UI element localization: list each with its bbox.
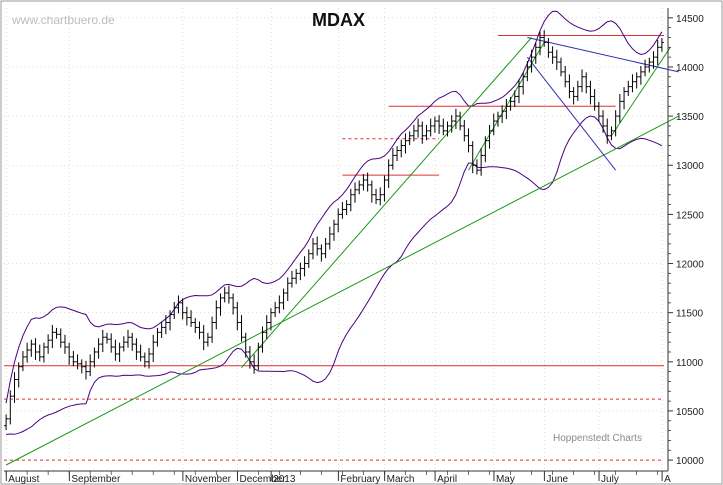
x-tick-label: A: [664, 474, 671, 485]
x-tick-label: November: [185, 474, 232, 485]
y-tick-label: 13000: [676, 161, 704, 172]
x-tick-label: June: [546, 474, 568, 485]
chart-title: MDAX: [312, 10, 365, 30]
watermark: www.chartbuero.de: [11, 13, 115, 27]
bollinger-layer: [5, 10, 663, 435]
x-tick-label: May: [496, 474, 515, 485]
y-tick-label: 14000: [676, 63, 704, 74]
y-tick-label: 13500: [676, 112, 704, 123]
y-tick-label: 14500: [676, 14, 704, 25]
y-tick-label: 12500: [676, 210, 704, 221]
y-axis: 10000 10500 11000 11500 12000 12500 13000 13500…: [667, 8, 704, 471]
chart-credit: Hoppenstedt Charts: [553, 433, 642, 444]
bollinger-upper-band: [5, 10, 663, 404]
x-tick-label: 2013: [273, 474, 296, 485]
green-trendline: [241, 37, 532, 369]
x-tick-label: December: [240, 474, 287, 485]
y-tick-label: 12000: [676, 260, 704, 271]
green-trendline: [611, 47, 671, 137]
price-bars-layer: [4, 30, 664, 431]
x-tick-label: July: [601, 474, 619, 485]
blue-trendline: [526, 56, 617, 171]
x-tick-label: April: [437, 474, 457, 485]
x-tick-label: March: [387, 474, 415, 485]
x-tick-label: February: [340, 474, 380, 485]
x-tick-label: August: [8, 474, 39, 485]
support-resistance-layer: [4, 35, 664, 461]
green-trendline: [5, 115, 679, 466]
y-tick-label: 10000: [676, 456, 704, 467]
y-tick-label: 11500: [676, 309, 704, 320]
y-tick-label: 10500: [676, 407, 704, 418]
x-tick-label: September: [71, 474, 121, 485]
bollinger-lower-band: [6, 115, 663, 435]
y-tick-label: 11000: [676, 358, 704, 369]
